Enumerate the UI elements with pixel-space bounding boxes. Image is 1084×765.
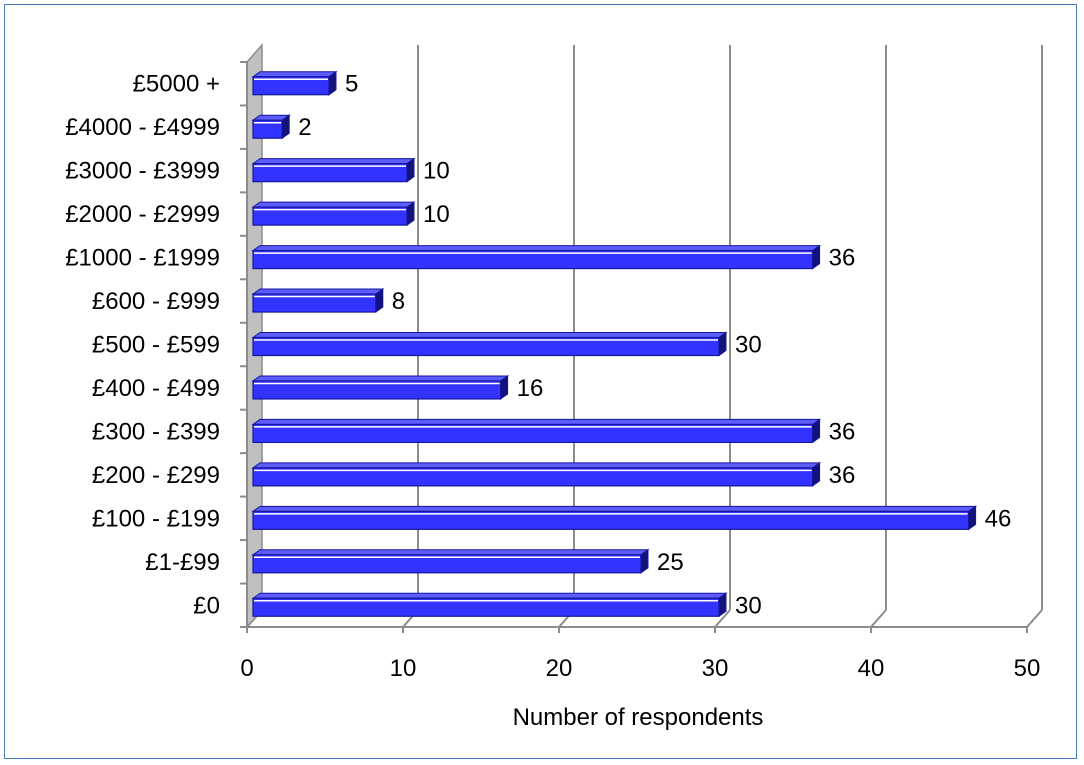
category-label: £500 - £599 <box>92 332 220 359</box>
bar-end-face <box>375 288 384 314</box>
bar <box>251 331 728 357</box>
category-labels: £0 £1-£99 £100 - £199 £200 - £299 £300 - £39… <box>65 71 220 620</box>
value-label: 10 <box>423 158 450 185</box>
bar <box>251 548 650 574</box>
bar <box>251 244 822 270</box>
bar-top-face <box>251 592 728 599</box>
bar-top-face <box>251 549 650 556</box>
category-label: £2000 - £2999 <box>65 201 220 228</box>
bar <box>251 114 291 140</box>
category-label: £100 - £199 <box>92 505 220 532</box>
bar-top-face <box>251 245 822 252</box>
bar <box>251 201 416 227</box>
value-label: 30 <box>735 332 762 359</box>
x-tick-label: 30 <box>702 655 729 682</box>
value-label: 36 <box>829 418 856 445</box>
value-label: 2 <box>298 114 311 141</box>
bar <box>251 157 416 183</box>
bar-end-face <box>328 70 337 96</box>
bar-top-face <box>251 418 822 425</box>
category-label: £4000 - £4999 <box>65 114 220 141</box>
bar <box>251 70 338 96</box>
bar-end-face <box>718 331 727 357</box>
x-tick-label: 10 <box>390 655 417 682</box>
bar-top-face <box>251 462 822 469</box>
x-tick-label: 0 <box>240 655 253 682</box>
x-tick-label: 40 <box>858 655 885 682</box>
bar-top-face <box>251 332 728 338</box>
bar <box>251 505 978 531</box>
bar-end-face <box>812 461 821 487</box>
bar-top-face <box>251 288 385 295</box>
bar <box>251 418 822 444</box>
category-label: £0 <box>193 592 220 619</box>
floor-gridline <box>870 609 887 628</box>
value-label: 36 <box>829 245 856 272</box>
bar-end-face <box>406 201 415 227</box>
value-label: 10 <box>423 201 450 228</box>
x-tick-label: 50 <box>1014 655 1041 682</box>
bar-end-face <box>281 114 290 140</box>
bar-top-face <box>251 71 338 78</box>
bar <box>251 592 728 618</box>
bar-end-face <box>812 418 821 444</box>
bar-end-face <box>968 505 977 531</box>
bar-top-face <box>251 375 510 382</box>
bar-end-face <box>406 157 415 183</box>
bar <box>251 374 510 400</box>
x-tick-label: 20 <box>546 655 573 682</box>
category-label: £1000 - £1999 <box>65 245 220 272</box>
value-label: 36 <box>829 462 856 489</box>
chart-frame <box>4 4 1077 759</box>
value-label: 25 <box>657 549 684 576</box>
bar-top-face <box>251 201 416 208</box>
bar-end-face <box>812 244 821 270</box>
value-label: 46 <box>985 505 1012 532</box>
bar <box>251 461 822 487</box>
category-label: £200 - £299 <box>92 462 220 489</box>
bar-end-face <box>640 548 649 574</box>
category-label: £300 - £399 <box>92 418 220 445</box>
bars <box>251 70 978 618</box>
bar-end-face <box>500 374 509 400</box>
axes <box>240 61 1028 633</box>
bar <box>251 288 385 314</box>
category-label: £3000 - £3999 <box>65 158 220 185</box>
value-label: 5 <box>345 71 358 98</box>
bar-top-face <box>251 505 978 512</box>
category-label: £1-£99 <box>145 549 220 576</box>
x-tick-labels: 0 10 20 30 40 50 <box>240 655 1040 682</box>
bar-end-face <box>718 592 727 618</box>
floor-gridline <box>714 609 731 628</box>
value-label: 30 <box>735 592 762 619</box>
category-label: £600 - £999 <box>92 288 220 315</box>
category-label: £400 - £499 <box>92 375 220 402</box>
x-axis-title: Number of respondents <box>513 704 764 731</box>
category-label: £5000 + <box>133 71 220 98</box>
bar-top-face <box>251 158 416 165</box>
value-label: 8 <box>392 288 405 315</box>
value-label: 16 <box>517 375 544 402</box>
floor-gridline <box>1026 609 1043 628</box>
